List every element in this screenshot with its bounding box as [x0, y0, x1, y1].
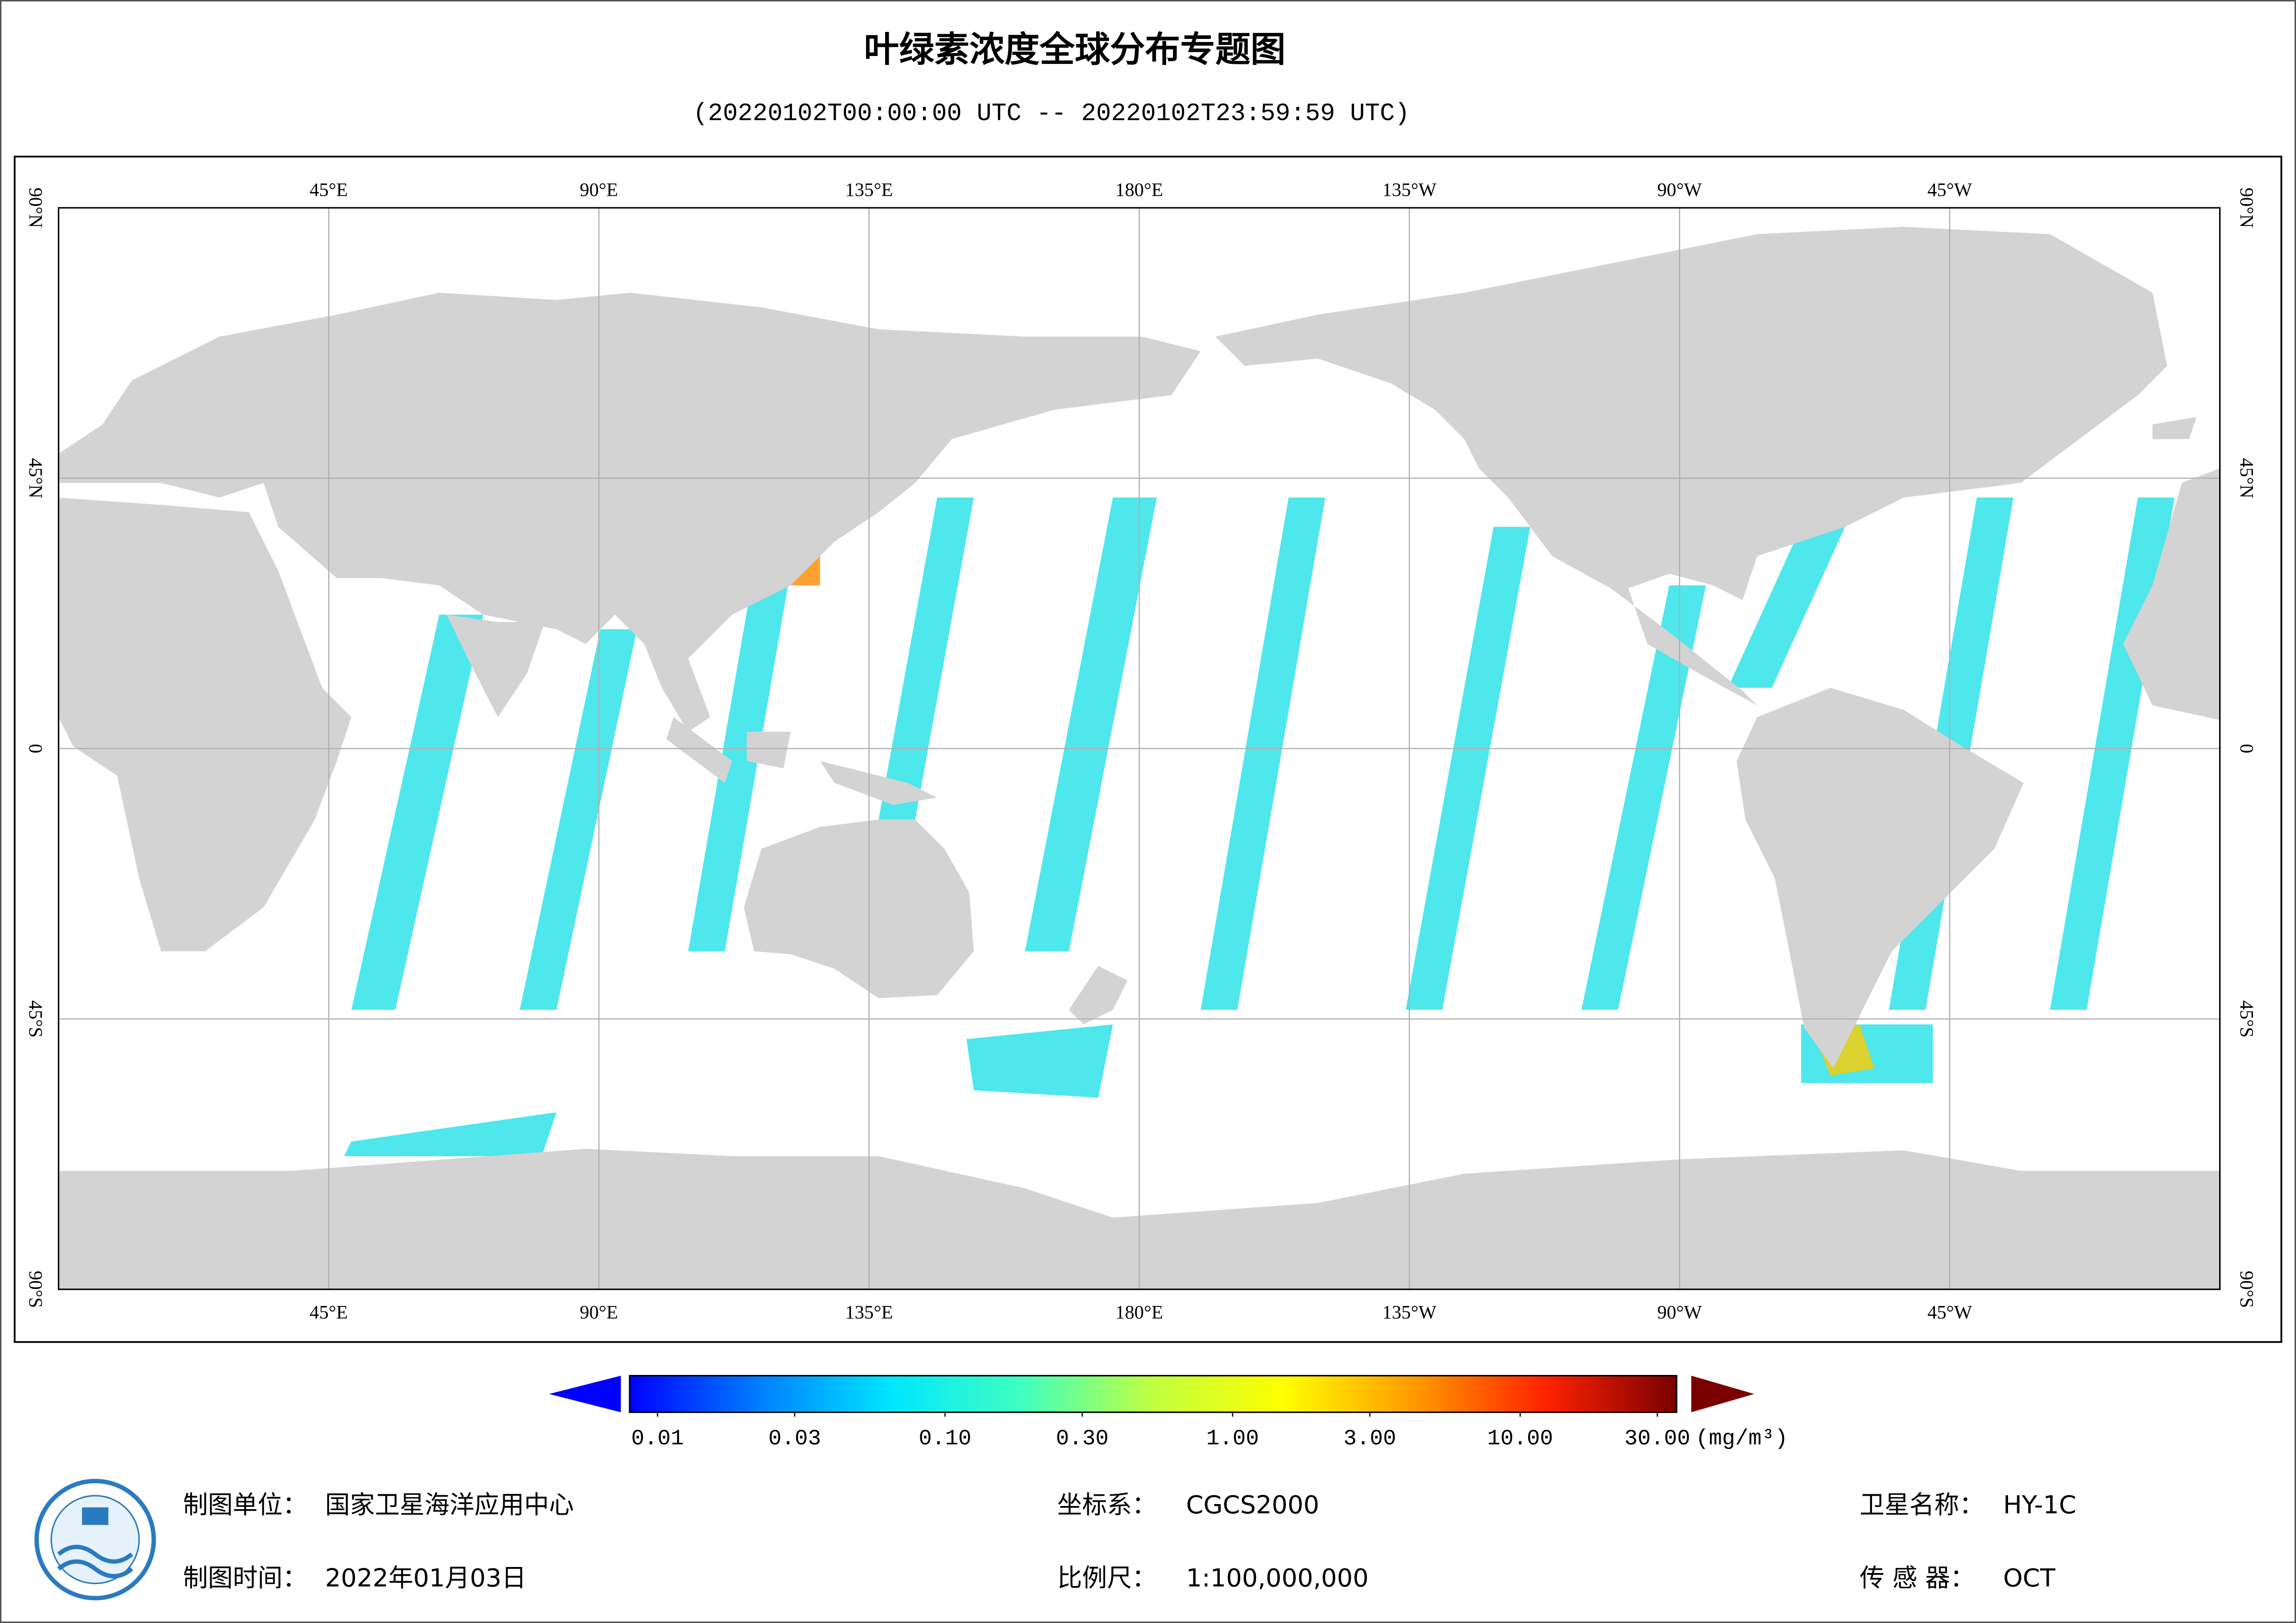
lon-label-top: 180°E — [1115, 179, 1163, 200]
colorbar-tick-label: 3.00 — [1343, 1427, 1396, 1451]
colorbar-ramp — [629, 1374, 1678, 1413]
lat-label-right: 90°N — [2236, 187, 2258, 228]
colorbar-unit: (mg/m³) — [1696, 1427, 1788, 1451]
colorbar-tick-label: 0.10 — [919, 1427, 972, 1451]
colorbar: 0.01 0.03 0.10 0.30 1.00 3.00 10.00 30.00 (mg/m³… — [549, 1374, 1788, 1451]
lat-label-left: 45°S — [25, 1001, 46, 1038]
graticule: 45°E 45°E 90°E 90°E 135°E 135°E 180°E 180°E 135°… — [25, 179, 2258, 1323]
footer-label: 制图单位： — [183, 1490, 307, 1519]
footer: 制图单位： 国家卫星海洋应用中心 坐标系： CGCS2000 卫星名称： HY-1C 制图时… — [183, 1490, 2076, 1592]
footer-value: HY-1C — [2003, 1490, 2076, 1519]
lon-label-bottom: 90°E — [580, 1301, 618, 1323]
colorbar-tick-label: 0.03 — [768, 1427, 821, 1451]
title: 叶绿素浓度全球分布专题图 — [864, 29, 1285, 70]
subtitle: (20220102T00:00:00 UTC -- 20220102T23:59… — [693, 99, 1410, 128]
lon-label-bottom: 45°E — [310, 1301, 348, 1323]
lat-label-left: 0 — [25, 744, 46, 753]
lon-label-bottom: 180°E — [1115, 1301, 1163, 1323]
lon-label-top: 45°E — [310, 179, 348, 200]
lon-label-bottom: 135°W — [1382, 1301, 1436, 1323]
footer-label: 卫星名称： — [1859, 1490, 1984, 1519]
lon-label-bottom: 45°W — [1928, 1301, 1972, 1323]
colorbar-tick-label: 0.01 — [631, 1427, 684, 1451]
lat-label-right: 0 — [2236, 744, 2258, 753]
footer-label: 比例尺： — [1057, 1563, 1157, 1592]
lon-label-bottom: 135°E — [845, 1301, 893, 1323]
footer-label: 制图时间： — [183, 1563, 307, 1592]
over-arrow — [1691, 1375, 1754, 1412]
footer-value: OCT — [2003, 1563, 2055, 1592]
lat-label-left: 90°S — [25, 1271, 46, 1308]
map: 45°E 45°E 90°E 90°E 135°E 135°E 180°E 180°E 135°… — [25, 179, 2258, 1323]
lon-label-top: 90°W — [1657, 179, 1702, 200]
lat-label-left: 90°N — [25, 187, 46, 228]
lon-label-top: 45°W — [1928, 179, 1972, 200]
lon-label-top: 90°E — [580, 179, 618, 200]
footer-value: 1:100,000,000 — [1186, 1563, 1368, 1592]
under-arrow — [549, 1375, 621, 1412]
lon-label-bottom: 90°W — [1657, 1301, 1702, 1323]
lat-label-right: 45°S — [2236, 1001, 2258, 1038]
colorbar-tick-label: 1.00 — [1206, 1427, 1259, 1451]
lat-label-left: 45°N — [25, 458, 46, 498]
map-frame — [13, 155, 2283, 1343]
footer-value: CGCS2000 — [1186, 1490, 1319, 1519]
colorbar-tick-label: 10.00 — [1487, 1427, 1553, 1451]
footer-label: 传 感 器： — [1859, 1563, 1975, 1592]
map-border — [57, 207, 2221, 1290]
lat-label-right: 90°S — [2236, 1271, 2258, 1308]
lon-label-top: 135°W — [1382, 179, 1436, 200]
colorbar-tick-label: 30.00 — [1624, 1427, 1690, 1451]
lon-label-top: 135°E — [845, 179, 893, 200]
footer-value: 2022年01月03日 — [325, 1563, 526, 1592]
logo — [34, 1479, 156, 1600]
colorbar-tick-label: 0.30 — [1056, 1427, 1109, 1451]
footer-value: 国家卫星海洋应用中心 — [325, 1490, 574, 1519]
footer-label: 坐标系： — [1057, 1490, 1157, 1519]
satellite-swaths — [344, 497, 2175, 1157]
lat-label-right: 45°N — [2236, 458, 2258, 498]
